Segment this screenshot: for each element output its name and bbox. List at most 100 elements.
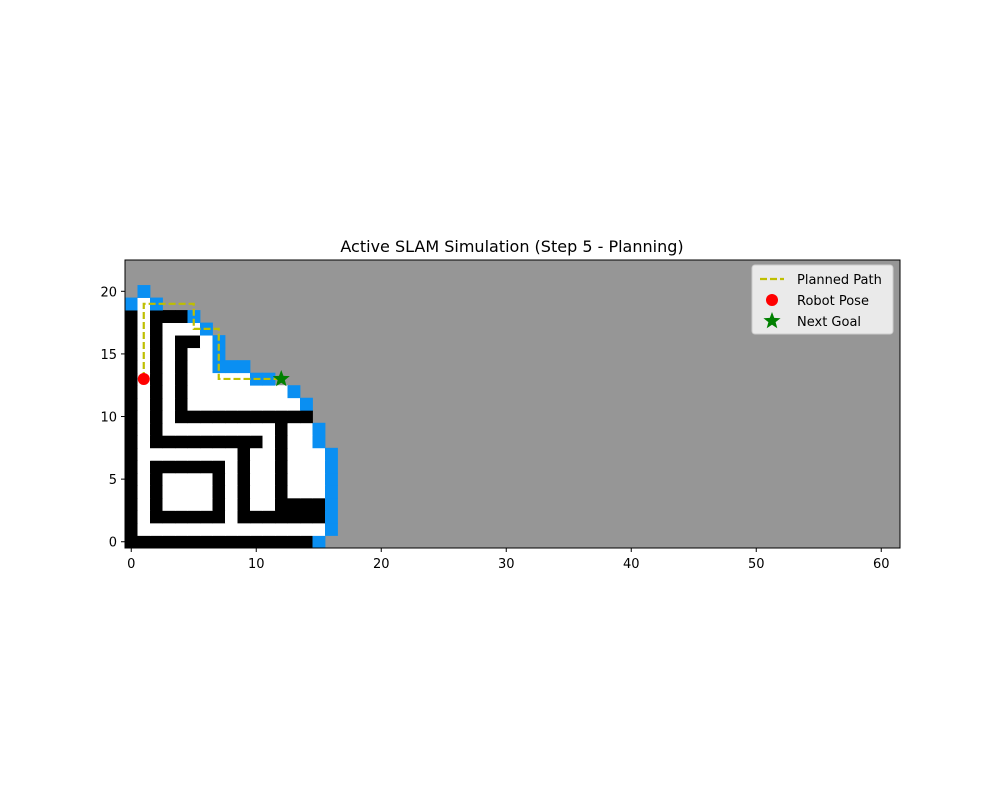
free-cell — [200, 372, 213, 386]
free-cell — [300, 460, 313, 474]
free-cell — [287, 485, 301, 499]
free-cell — [187, 497, 201, 511]
y-tick-label: 10 — [100, 411, 117, 426]
wall-cell — [200, 535, 213, 549]
frontier-cell — [312, 422, 326, 436]
wall-cell — [175, 397, 188, 411]
free-cell — [225, 485, 238, 499]
free-cell — [187, 385, 201, 399]
wall-cell — [150, 460, 163, 474]
wall-cell — [150, 322, 163, 336]
free-cell — [162, 447, 176, 461]
wall-cell — [175, 460, 188, 474]
free-cell — [162, 522, 176, 536]
wall-cell — [125, 310, 138, 324]
wall-cell — [125, 422, 138, 436]
x-tick-label: 10 — [248, 557, 265, 572]
wall-cell — [237, 472, 251, 486]
wall-cell — [125, 372, 138, 386]
free-cell — [162, 497, 176, 511]
frontier-cell — [287, 385, 301, 399]
frontier-cell — [137, 285, 151, 298]
frontier-cell — [150, 297, 163, 311]
wall-cell — [275, 535, 288, 549]
wall-cell — [237, 510, 251, 524]
free-cell — [212, 397, 226, 411]
x-tick-label: 50 — [748, 557, 765, 572]
wall-cell — [287, 535, 301, 549]
frontier-cell — [312, 435, 326, 449]
free-cell — [237, 385, 251, 399]
wall-cell — [175, 535, 188, 549]
wall-cell — [212, 510, 226, 524]
wall-cell — [300, 497, 313, 511]
wall-cell — [150, 397, 163, 411]
wall-cell — [312, 497, 326, 511]
wall-cell — [125, 485, 138, 499]
wall-cell — [275, 422, 288, 436]
wall-cell — [200, 410, 213, 424]
legend-label: Next Goal — [797, 315, 861, 330]
free-cell — [262, 485, 276, 499]
wall-cell — [150, 335, 163, 349]
x-axis: 0 10 20 30 40 50 60 — [127, 548, 890, 572]
free-cell — [225, 497, 238, 511]
free-cell — [200, 397, 213, 411]
frontier-cell — [325, 485, 338, 499]
wall-cell — [187, 510, 201, 524]
free-cell — [262, 447, 276, 461]
free-cell — [262, 435, 276, 449]
wall-cell — [175, 385, 188, 399]
legend-label: Planned Path — [797, 273, 882, 288]
wall-cell — [312, 510, 326, 524]
free-cell — [162, 372, 176, 386]
wall-cell — [275, 510, 288, 524]
wall-cell — [175, 410, 188, 424]
free-cell — [162, 485, 176, 499]
free-cell — [287, 447, 301, 461]
free-cell — [275, 522, 288, 536]
wall-cell — [175, 510, 188, 524]
legend-robot-swatch — [766, 294, 778, 306]
wall-cell — [300, 535, 313, 549]
free-cell — [137, 510, 151, 524]
free-cell — [162, 410, 176, 424]
wall-cell — [225, 410, 238, 424]
frontier-cell — [187, 310, 201, 324]
wall-cell — [225, 435, 238, 449]
free-cell — [250, 397, 263, 411]
wall-cell — [200, 510, 213, 524]
wall-cell — [137, 535, 151, 549]
y-axis: 0 5 10 15 20 — [100, 285, 125, 551]
free-cell — [175, 447, 188, 461]
frontier-cell — [212, 335, 226, 349]
wall-cell — [175, 360, 188, 374]
wall-cell — [237, 497, 251, 511]
x-tick-label: 40 — [623, 557, 640, 572]
wall-cell — [162, 435, 176, 449]
free-cell — [162, 397, 176, 411]
free-cell — [187, 422, 201, 436]
y-tick-label: 15 — [100, 348, 117, 363]
wall-cell — [262, 410, 276, 424]
free-cell — [262, 422, 276, 436]
wall-cell — [237, 460, 251, 474]
wall-cell — [275, 435, 288, 449]
wall-cell — [300, 510, 313, 524]
free-cell — [162, 422, 176, 436]
free-cell — [262, 472, 276, 486]
free-cell — [225, 472, 238, 486]
free-cell — [187, 472, 201, 486]
free-cell — [200, 497, 213, 511]
legend-label: Robot Pose — [797, 294, 869, 309]
legend-entry: Next Goal — [763, 312, 861, 330]
wall-cell — [150, 347, 163, 361]
free-cell — [275, 385, 288, 399]
planned-path-line — [142, 302, 282, 381]
free-cell — [225, 522, 238, 536]
free-cell — [300, 447, 313, 461]
wall-cell — [162, 310, 176, 324]
free-cell — [137, 422, 151, 436]
wall-cell — [175, 310, 188, 324]
free-cell — [262, 397, 276, 411]
